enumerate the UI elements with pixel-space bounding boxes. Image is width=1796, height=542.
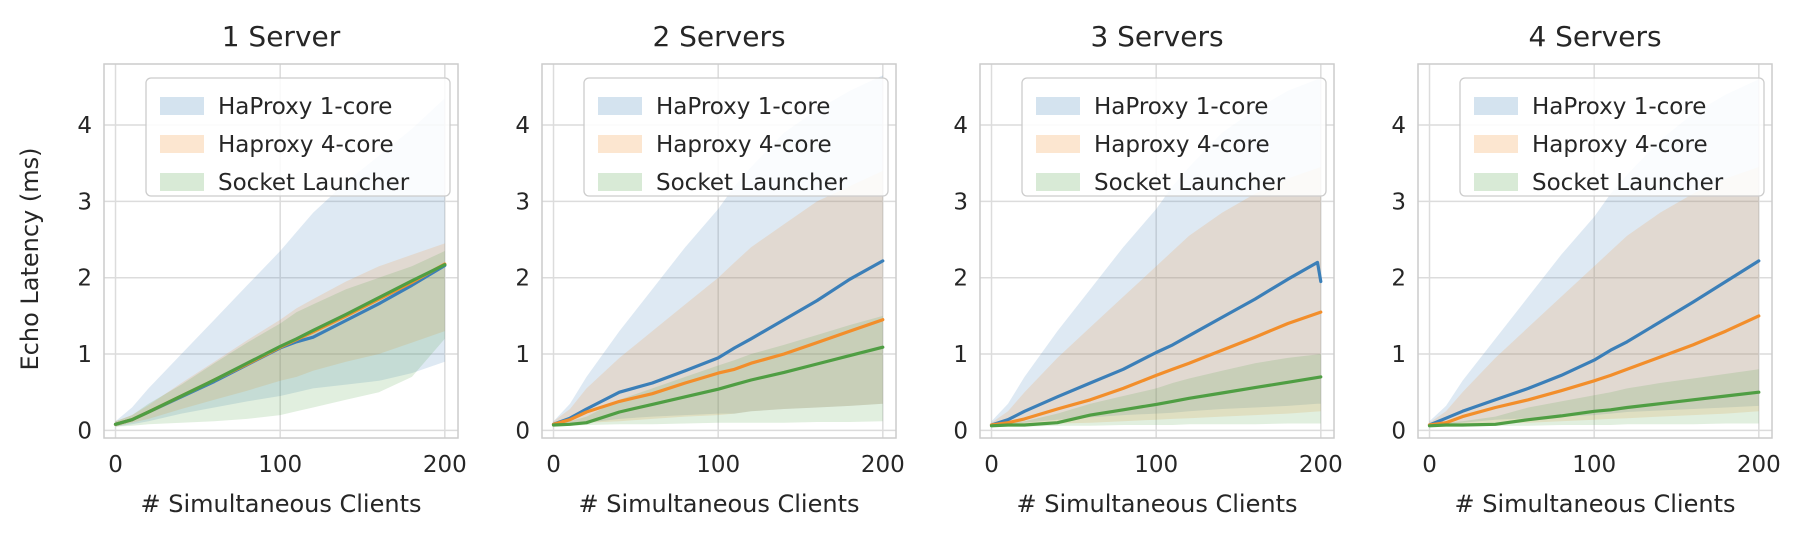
series-band-2 xyxy=(115,243,445,427)
series-band-2 xyxy=(553,170,883,427)
series-line-3 xyxy=(551,345,885,427)
y-tick-label: 2 xyxy=(1391,266,1406,292)
legend-swatch xyxy=(1474,97,1518,115)
y-tick-label: 2 xyxy=(77,266,92,292)
legend-box xyxy=(583,77,889,197)
x-axis-label: # Simultaneous Clients xyxy=(1454,490,1735,518)
x-tick-label: 200 xyxy=(1299,452,1343,478)
plot-frame xyxy=(103,63,459,439)
legend-label: Haproxy 4-core xyxy=(1532,132,1708,158)
y-tick-label: 0 xyxy=(953,418,968,444)
legend: HaProxy 1-core Haproxy 4-core Socket Launc… xyxy=(1021,77,1327,197)
x-axis-label: # Simultaneous Clients xyxy=(140,490,421,518)
series-line-1 xyxy=(551,259,885,426)
chart-panel-4: 0 100 200 0 1 2 3 4 4 Servers # Simultaneous Clie… xyxy=(1391,20,1780,518)
x-tick-label: 100 xyxy=(1572,452,1616,478)
y-tick-label: 3 xyxy=(77,189,92,215)
series-line-3 xyxy=(989,375,1323,428)
legend-label: HaProxy 1-core xyxy=(1532,94,1706,120)
series-band-3 xyxy=(1429,369,1759,427)
series-band-2 xyxy=(991,167,1321,427)
x-tick-label: 0 xyxy=(108,452,123,478)
legend-swatch xyxy=(160,97,204,115)
chart-title: 2 Servers xyxy=(652,20,785,53)
y-tick-label: 2 xyxy=(515,266,530,292)
x-tick-label: 200 xyxy=(423,452,467,478)
y-tick-label: 0 xyxy=(77,418,92,444)
y-tick-label: 4 xyxy=(515,113,530,139)
y-tick-label: 3 xyxy=(953,189,968,215)
legend-swatch xyxy=(1036,173,1080,191)
legend-label: HaProxy 1-core xyxy=(218,94,392,120)
y-tick-label: 3 xyxy=(1391,189,1406,215)
legend-label: Socket Launcher xyxy=(1532,170,1724,196)
legend: HaProxy 1-core Haproxy 4-core Socket Launc… xyxy=(145,77,451,197)
chart-title: 3 Servers xyxy=(1090,20,1223,53)
series-line-2 xyxy=(1427,314,1761,427)
plot-frame xyxy=(979,63,1335,439)
x-tick-label: 0 xyxy=(1422,452,1437,478)
y-axis-label: Echo Latency (ms) xyxy=(16,148,44,371)
chart-panel-2: 0 100 200 0 1 2 3 4 2 Servers # Simultaneous Clie… xyxy=(515,20,904,518)
y-tick-label: 1 xyxy=(953,342,968,368)
legend-box xyxy=(1459,77,1765,197)
x-tick-label: 0 xyxy=(546,452,561,478)
x-tick-label: 200 xyxy=(1737,452,1781,478)
x-tick-label: 200 xyxy=(861,452,905,478)
legend-label: Socket Launcher xyxy=(656,170,848,196)
y-tick-label: 2 xyxy=(953,266,968,292)
legend-label: HaProxy 1-core xyxy=(656,94,830,120)
legend-swatch xyxy=(1036,135,1080,153)
series-line-3 xyxy=(1427,390,1761,428)
legend-swatch xyxy=(598,173,642,191)
legend-label: Socket Launcher xyxy=(1094,170,1286,196)
legend-swatch xyxy=(1474,173,1518,191)
legend-label: Haproxy 4-core xyxy=(1094,132,1270,158)
y-tick-label: 4 xyxy=(1391,113,1406,139)
legend-label: Haproxy 4-core xyxy=(656,132,832,158)
x-tick-label: 100 xyxy=(1134,452,1178,478)
x-tick-label: 100 xyxy=(696,452,740,478)
legend-swatch xyxy=(160,173,204,191)
plot-frame xyxy=(1417,63,1773,439)
series-band-3 xyxy=(115,251,445,427)
chart-title: 1 Server xyxy=(222,20,341,53)
x-tick-label: 0 xyxy=(984,452,999,478)
series-line-2 xyxy=(551,318,885,426)
legend-label: HaProxy 1-core xyxy=(1094,94,1268,120)
series-line-1 xyxy=(989,260,1323,427)
chart-panel-3: 0 100 200 0 1 2 3 4 3 Servers # Simultaneous Clie… xyxy=(953,20,1342,518)
x-tick-label: 100 xyxy=(258,452,302,478)
series-line-1 xyxy=(1427,259,1761,427)
x-axis-label: # Simultaneous Clients xyxy=(578,490,859,518)
chart-panel-1: 0 100 200 0 1 2 3 4 1 Server # Simultaneous Clien… xyxy=(16,20,467,518)
legend-swatch xyxy=(1474,135,1518,153)
legend-swatch xyxy=(598,135,642,153)
y-tick-label: 3 xyxy=(515,189,530,215)
y-tick-label: 0 xyxy=(515,418,530,444)
y-tick-label: 1 xyxy=(1391,342,1406,368)
series-band-2 xyxy=(1429,167,1759,427)
series-line-3 xyxy=(113,263,447,426)
legend: HaProxy 1-core Haproxy 4-core Socket Launc… xyxy=(1459,77,1765,197)
legend-label: Socket Launcher xyxy=(218,170,410,196)
y-tick-label: 1 xyxy=(515,342,530,368)
legend-swatch xyxy=(1036,97,1080,115)
y-tick-label: 1 xyxy=(77,342,92,368)
y-tick-label: 0 xyxy=(1391,418,1406,444)
series-band-3 xyxy=(991,354,1321,427)
legend-box xyxy=(1021,77,1327,197)
series-line-2 xyxy=(989,310,1323,427)
legend-box xyxy=(145,77,451,197)
plot-frame xyxy=(541,63,897,439)
chart-title: 4 Servers xyxy=(1528,20,1661,53)
x-axis-label: # Simultaneous Clients xyxy=(1016,490,1297,518)
legend-swatch xyxy=(160,135,204,153)
y-tick-label: 4 xyxy=(953,113,968,139)
legend-swatch xyxy=(598,97,642,115)
legend-label: Haproxy 4-core xyxy=(218,132,394,158)
legend: HaProxy 1-core Haproxy 4-core Socket Launc… xyxy=(583,77,889,197)
y-tick-label: 4 xyxy=(77,113,92,139)
